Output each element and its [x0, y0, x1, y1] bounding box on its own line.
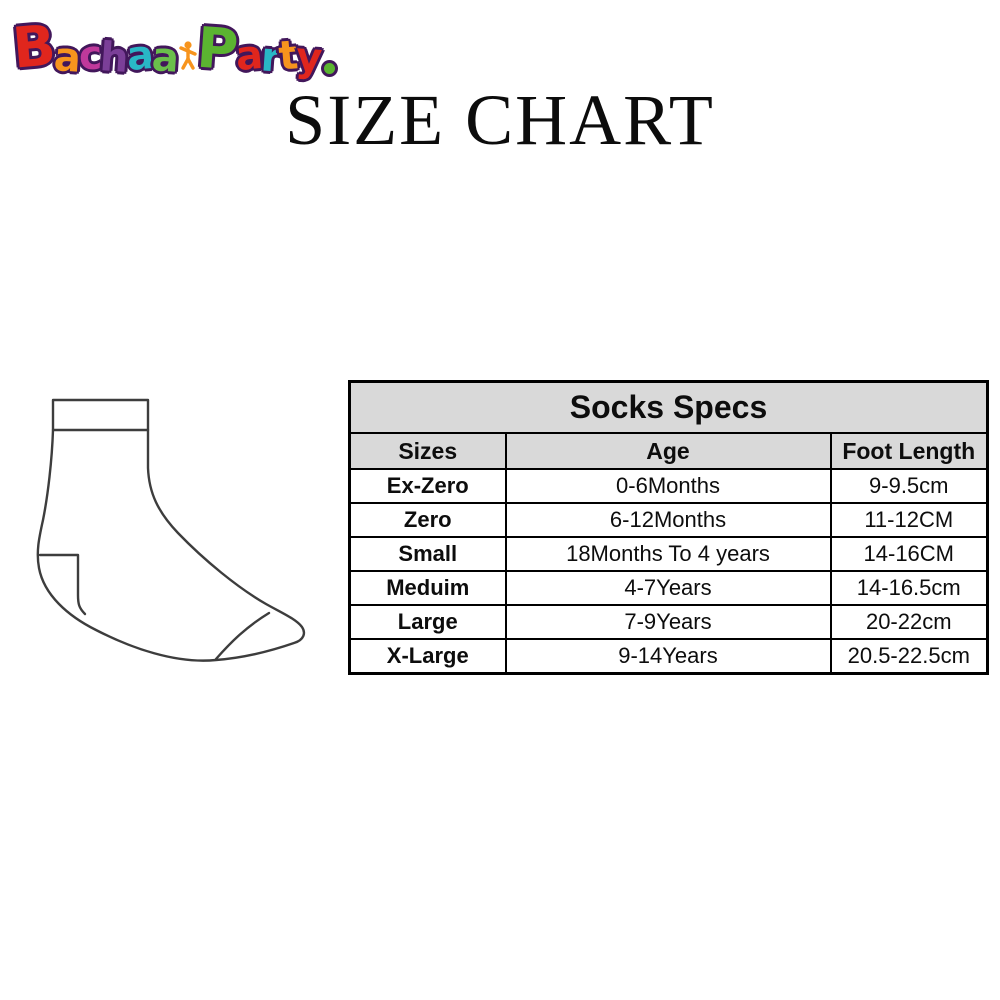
size-cell: Small: [348, 536, 507, 572]
logo-letter: P: [194, 15, 241, 84]
socks-specs-table: Socks Specs Sizes Age Foot Length Ex-Zero 0…: [348, 380, 990, 675]
table-row: Large 7-9Years 20-22cm: [348, 604, 989, 640]
age-cell: 18Months To 4 years: [504, 536, 832, 572]
size-cell: Zero: [348, 502, 507, 538]
table-title-row: Socks Specs: [348, 380, 989, 434]
foot_length-cell: 14-16CM: [829, 536, 989, 572]
foot_length-cell: 11-12CM: [829, 502, 989, 538]
table-body: Ex-Zero 0-6Months 9-9.5cm Zero 6-12Months 11-…: [348, 468, 989, 675]
dancing-kid-icon: [179, 41, 197, 70]
age-cell: 9-14Years: [504, 638, 832, 675]
table-row: Ex-Zero 0-6Months 9-9.5cm: [348, 468, 989, 504]
column-header: Foot Length: [829, 432, 989, 470]
table-row: Meduim 4-7Years 14-16.5cm: [348, 570, 989, 606]
age-cell: 4-7Years: [504, 570, 832, 606]
size-cell: Large: [348, 604, 507, 640]
sock-heel-line: [38, 553, 87, 616]
table-row: X-Large 9-14Years 20.5-22.5cm: [348, 638, 989, 675]
table-row: Zero 6-12Months 11-12CM: [348, 502, 989, 538]
foot_length-cell: 20.5-22.5cm: [829, 638, 989, 675]
column-header: Sizes: [348, 432, 507, 470]
page-title: SIZE CHART: [285, 80, 715, 160]
age-cell: 7-9Years: [504, 604, 832, 640]
age-cell: 6-12Months: [504, 502, 832, 538]
size-cell: Meduim: [348, 570, 507, 606]
age-cell: 0-6Months: [504, 468, 832, 504]
sock-toe-line: [214, 611, 271, 661]
size-cell: X-Large: [348, 638, 507, 675]
column-header: Age: [504, 432, 832, 470]
table-row: Small 18Months To 4 years 14-16CM: [348, 536, 989, 572]
size-cell: Ex-Zero: [348, 468, 507, 504]
foot_length-cell: 9-9.5cm: [829, 468, 989, 504]
table-header-row: Sizes Age Foot Length: [348, 432, 989, 470]
logo-period-dot: [323, 63, 335, 74]
table-title: Socks Specs: [348, 380, 989, 434]
logo-letter: a: [150, 34, 181, 82]
foot_length-cell: 20-22cm: [829, 604, 989, 640]
sock-body-outline: [36, 398, 306, 662]
logo-letter: B: [10, 13, 59, 82]
sock-outline-drawing: [36, 398, 306, 662]
foot_length-cell: 14-16.5cm: [829, 570, 989, 606]
logo-letter: y: [294, 34, 324, 82]
